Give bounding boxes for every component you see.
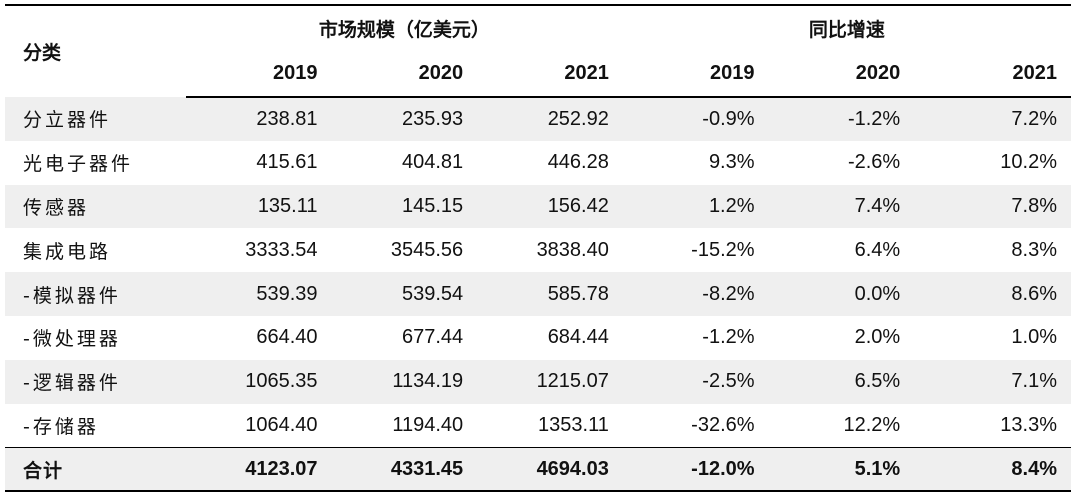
- total-label: 合计: [5, 446, 186, 493]
- table-cell: -1.2%: [702, 326, 755, 349]
- year-header: 2021: [914, 51, 1071, 98]
- row-label: 传感器: [5, 184, 186, 229]
- table-cell: 7.4%: [768, 184, 915, 229]
- table-cell: 415.61: [256, 151, 318, 174]
- table-cell: 3333.54: [245, 238, 318, 261]
- semiconductor-market-table: 分类 市场规模（亿美元） 同比增速 2019 2020 2021 2019 20…: [5, 4, 1071, 493]
- table-cell: 539.54: [331, 272, 478, 316]
- header-group-row: 分类 市场规模（亿美元） 同比增速: [5, 4, 1071, 97]
- market-size-group-header: 市场规模（亿美元）: [185, 4, 623, 51]
- table-cell: 12.2%: [843, 413, 901, 436]
- table-row: 分立器件 238.81 235.93 252.92 -0.9% -1.2% 7.…: [5, 97, 1071, 141]
- year-header: 2019: [622, 51, 769, 98]
- table-cell: 238.81: [185, 97, 332, 141]
- table-cell: 9.3%: [708, 151, 755, 174]
- table-cell: 7.2%: [914, 97, 1071, 141]
- table-cell: 3838.40: [536, 238, 609, 261]
- table-body: 分立器件 238.81 235.93 252.92 -0.9% -1.2% 7.…: [5, 97, 1071, 493]
- row-label: 集成电路: [23, 240, 112, 263]
- row-label: 分立器件: [5, 97, 186, 141]
- table-cell: 8.3%: [1011, 238, 1057, 261]
- table-cell: 446.28: [547, 151, 609, 174]
- table-cell: 1.0%: [1011, 326, 1057, 349]
- year-header: 2020: [768, 51, 915, 98]
- table-cell: 135.11: [185, 184, 332, 229]
- total-cell: 4694.03: [477, 446, 623, 493]
- row-label: -微处理器: [23, 328, 121, 351]
- table-header: 分类 市场规模（亿美元） 同比增速 2019 2020 2021 2019 20…: [5, 4, 1071, 98]
- year-header: 2021: [477, 51, 623, 98]
- table-cell: 10.2%: [1000, 151, 1057, 174]
- table-cell: 252.92: [477, 97, 623, 141]
- table-cell: 539.39: [185, 272, 332, 316]
- table-cell: 8.6%: [914, 272, 1071, 316]
- table-cell: -2.5%: [622, 359, 769, 404]
- year-header: 2019: [185, 51, 332, 98]
- table-row: -存储器 1064.40 1194.40 1353.11 -32.6% 12.2…: [5, 404, 1071, 448]
- table-cell: 7.8%: [914, 184, 1071, 229]
- header-year-row: 2019 2020 2021 2019 2020 2021: [5, 51, 1071, 98]
- table-cell: -8.2%: [622, 272, 769, 316]
- table-cell: 1064.40: [245, 413, 318, 436]
- table-cell: 677.44: [402, 326, 464, 349]
- table-cell: -1.2%: [768, 97, 915, 141]
- table-cell: 6.5%: [768, 359, 915, 404]
- table-cell: -2.6%: [847, 151, 901, 174]
- total-cell: -12.0%: [622, 446, 769, 493]
- growth-group-header: 同比增速: [622, 4, 1071, 51]
- table-cell: 404.81: [402, 151, 464, 174]
- table-cell: 1.2%: [622, 184, 769, 229]
- row-label: -逻辑器件: [5, 359, 186, 404]
- table-cell: 7.1%: [914, 359, 1071, 404]
- table-cell: 235.93: [331, 97, 478, 141]
- table-cell: 1353.11: [538, 413, 609, 436]
- row-label: 光电子器件: [23, 153, 134, 176]
- table-row: -逻辑器件 1065.35 1134.19 1215.07 -2.5% 6.5%…: [5, 359, 1071, 404]
- table-row: -微处理器 664.40 677.44 684.44 -1.2% 2.0% 1.…: [5, 316, 1071, 360]
- semiconductor-market-table-container: 分类 市场规模（亿美元） 同比增速 2019 2020 2021 2019 20…: [5, 4, 1075, 493]
- total-cell: 5.1%: [768, 446, 915, 493]
- row-label: -模拟器件: [5, 272, 186, 316]
- table-cell: 13.3%: [1000, 413, 1057, 436]
- table-cell: 1065.35: [185, 359, 332, 404]
- table-cell: 1134.19: [331, 359, 478, 404]
- table-cell: 585.78: [477, 272, 623, 316]
- table-row: 传感器 135.11 145.15 156.42 1.2% 7.4% 7.8%: [5, 184, 1071, 229]
- row-label: -存储器: [23, 415, 99, 438]
- category-header: 分类: [5, 4, 186, 97]
- table-cell: 6.4%: [854, 238, 901, 261]
- table-cell: 1194.40: [392, 413, 464, 436]
- total-cell: 4331.45: [331, 446, 478, 493]
- table-cell: 0.0%: [768, 272, 915, 316]
- table-cell: 1215.07: [477, 359, 623, 404]
- table-cell: -32.6%: [691, 413, 755, 436]
- total-row: 合计 4123.07 4331.45 4694.03 -12.0% 5.1% 8…: [5, 446, 1071, 493]
- table-cell: -15.2%: [691, 238, 755, 261]
- table-cell: 145.15: [331, 184, 478, 229]
- year-header: 2020: [331, 51, 478, 98]
- table-cell: -0.9%: [622, 97, 769, 141]
- table-row: -模拟器件 539.39 539.54 585.78 -8.2% 0.0% 8.…: [5, 272, 1071, 316]
- table-row: 光电子器件 415.61 404.81 446.28 9.3% -2.6% 10…: [5, 141, 1071, 185]
- table-cell: 3545.56: [390, 238, 464, 261]
- table-cell: 2.0%: [854, 326, 901, 349]
- total-cell: 8.4%: [914, 446, 1071, 493]
- table-cell: 684.44: [547, 326, 609, 349]
- total-cell: 4123.07: [185, 446, 332, 493]
- table-cell: 664.40: [256, 326, 318, 349]
- table-row: 集成电路 3333.54 3545.56 3838.40 -15.2% 6.4%…: [5, 228, 1071, 272]
- table-cell: 156.42: [477, 184, 623, 229]
